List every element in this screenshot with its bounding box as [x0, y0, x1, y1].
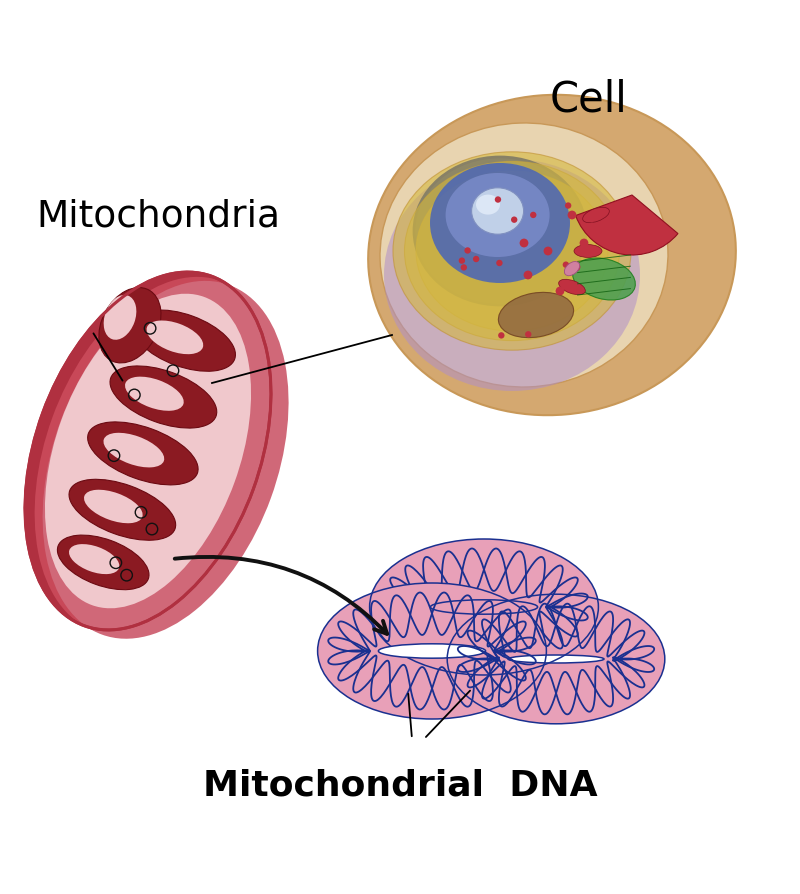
- Ellipse shape: [42, 281, 289, 638]
- Circle shape: [568, 211, 577, 219]
- Ellipse shape: [558, 279, 586, 295]
- Ellipse shape: [472, 188, 524, 234]
- Circle shape: [544, 247, 552, 256]
- Ellipse shape: [34, 277, 281, 635]
- Text: Cell: Cell: [549, 79, 627, 121]
- Ellipse shape: [405, 162, 619, 341]
- Circle shape: [464, 248, 470, 254]
- Ellipse shape: [573, 258, 635, 300]
- Ellipse shape: [69, 479, 176, 540]
- Ellipse shape: [99, 288, 161, 363]
- Ellipse shape: [446, 173, 550, 257]
- Ellipse shape: [146, 321, 203, 354]
- Ellipse shape: [103, 433, 164, 468]
- Circle shape: [461, 265, 467, 271]
- Ellipse shape: [368, 95, 736, 415]
- Circle shape: [496, 260, 502, 266]
- Circle shape: [555, 287, 565, 295]
- Ellipse shape: [69, 544, 119, 574]
- Ellipse shape: [84, 490, 142, 523]
- Ellipse shape: [45, 294, 251, 608]
- Circle shape: [565, 202, 571, 208]
- Ellipse shape: [564, 262, 580, 275]
- Circle shape: [579, 239, 589, 248]
- Circle shape: [562, 261, 569, 268]
- Ellipse shape: [498, 292, 574, 338]
- Ellipse shape: [125, 376, 184, 411]
- Ellipse shape: [380, 123, 668, 387]
- Ellipse shape: [370, 539, 598, 675]
- Ellipse shape: [430, 163, 570, 283]
- Circle shape: [520, 239, 528, 248]
- Ellipse shape: [393, 152, 631, 350]
- Circle shape: [525, 331, 531, 338]
- Ellipse shape: [88, 422, 198, 485]
- Circle shape: [494, 197, 501, 203]
- Circle shape: [498, 333, 505, 339]
- Ellipse shape: [447, 595, 665, 724]
- Ellipse shape: [476, 195, 500, 215]
- Ellipse shape: [58, 536, 149, 590]
- Ellipse shape: [430, 600, 538, 614]
- Ellipse shape: [416, 171, 608, 331]
- Circle shape: [458, 257, 465, 264]
- Ellipse shape: [508, 655, 604, 663]
- Circle shape: [587, 223, 596, 232]
- Circle shape: [571, 263, 581, 272]
- Ellipse shape: [384, 159, 640, 391]
- Circle shape: [530, 212, 537, 218]
- Ellipse shape: [414, 157, 586, 305]
- Ellipse shape: [25, 272, 271, 630]
- Wedge shape: [576, 195, 678, 255]
- Ellipse shape: [318, 583, 546, 719]
- Circle shape: [511, 216, 518, 223]
- Ellipse shape: [104, 295, 136, 340]
- Ellipse shape: [574, 245, 602, 257]
- Text: Mitochondrial  DNA: Mitochondrial DNA: [202, 769, 598, 803]
- Ellipse shape: [582, 207, 610, 223]
- Text: Mitochondria: Mitochondria: [36, 199, 280, 235]
- Ellipse shape: [378, 644, 486, 658]
- Circle shape: [473, 256, 479, 262]
- Ellipse shape: [110, 366, 217, 428]
- Circle shape: [524, 271, 533, 280]
- Ellipse shape: [132, 310, 235, 371]
